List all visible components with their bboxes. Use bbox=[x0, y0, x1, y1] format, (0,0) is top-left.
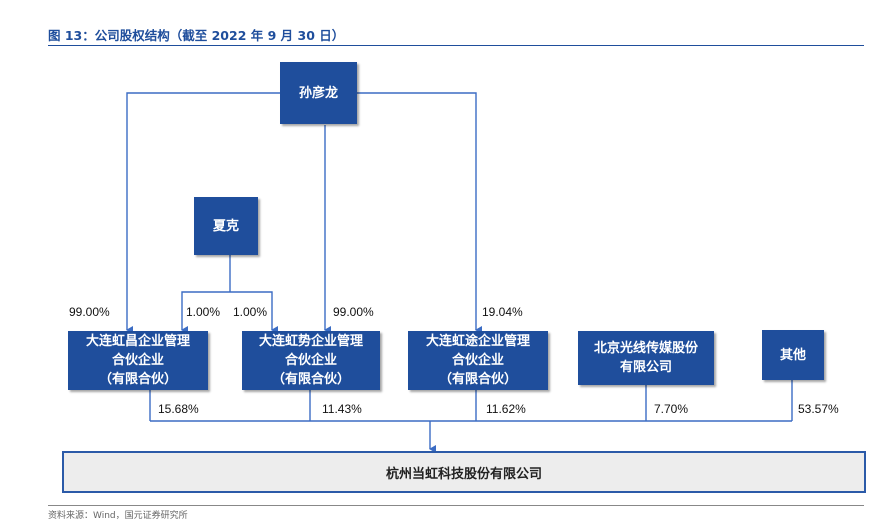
node-company: 杭州当虹科技股份有限公司 bbox=[62, 451, 866, 493]
label-hongtu-company: 11.62% bbox=[486, 402, 526, 416]
node-others: 其他 bbox=[762, 330, 824, 380]
footer-rule bbox=[48, 505, 864, 506]
node-xia-ke: 夏克 bbox=[194, 197, 258, 255]
label-enlight-company: 7.70% bbox=[654, 402, 689, 416]
edge-sun-hongtu bbox=[357, 92, 482, 334]
label-others-company: 53.57% bbox=[798, 402, 839, 416]
node-enlight-media: 北京光线传媒股份 有限公司 bbox=[578, 331, 714, 385]
label-xia-hongchang: 1.00% bbox=[186, 305, 221, 319]
label-sun-hongshi: 99.00% bbox=[333, 305, 374, 319]
node-hongtu: 大连虹途企业管理 合伙企业 （有限合伙） bbox=[408, 331, 548, 390]
label-sun-hongtu: 19.04% bbox=[482, 305, 523, 319]
edge-sun-hongchang bbox=[126, 92, 280, 334]
node-sun-yanlong: 孙彦龙 bbox=[280, 62, 357, 124]
node-hongshi: 大连虹势企业管理 合伙企业 （有限合伙） bbox=[242, 331, 380, 390]
label-hongchang-company: 15.68% bbox=[158, 402, 199, 416]
edge-xia-hongchang bbox=[181, 291, 230, 334]
label-sun-hongchang: 99.00% bbox=[69, 305, 110, 319]
edge-xia-hongshi bbox=[230, 291, 278, 334]
title-rule bbox=[48, 45, 864, 46]
node-hongchang: 大连虹昌企业管理 合伙企业 （有限合伙） bbox=[68, 331, 208, 390]
label-hongshi-company: 11.43% bbox=[322, 402, 362, 416]
label-xia-hongshi: 1.00% bbox=[233, 305, 268, 319]
figure-title: 图 13：公司股权结构（截至 2022 年 9 月 30 日） bbox=[48, 28, 345, 43]
source-note: 资料来源：Wind，国元证券研究所 bbox=[48, 511, 188, 521]
